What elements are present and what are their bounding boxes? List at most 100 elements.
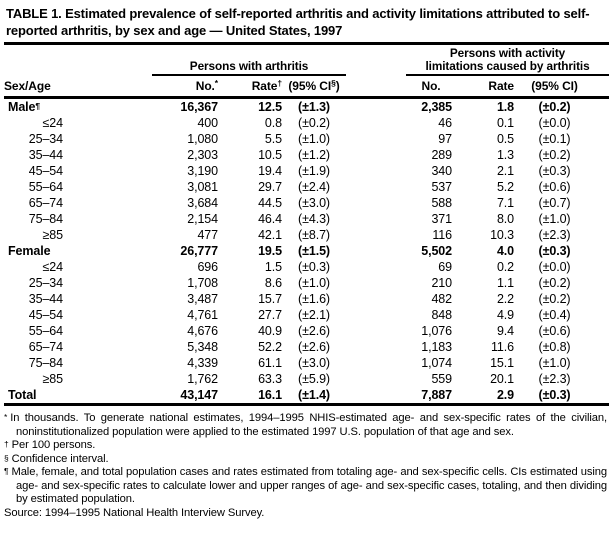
cell-rate-arthritis: 8.6 bbox=[264, 276, 282, 291]
table-row: ≤24 696 1.5 (±0.3) 69 0.2 (±0.0) bbox=[4, 259, 609, 275]
cell-ci-arthritis: (±2.6) bbox=[298, 324, 330, 339]
cell-ci-activity: (±0.8) bbox=[538, 340, 571, 355]
cell-gap bbox=[346, 163, 406, 179]
footnote-marker: * bbox=[4, 412, 8, 423]
cell-sex-age: 35–44 bbox=[4, 291, 152, 307]
row-label: Male bbox=[8, 100, 36, 115]
cell-rate-activity: 1.8 bbox=[496, 100, 515, 115]
table-row: 35–44 3,487 15.7 (±1.6) 482 2.2 (±0.2) bbox=[4, 291, 609, 307]
cell-sex-age: 25–34 bbox=[4, 275, 152, 291]
column-header-sex-age: Sex/Age bbox=[4, 75, 152, 100]
column-header-no1: No.* bbox=[152, 75, 218, 100]
cell-ci-arthritis: (±1.0) bbox=[298, 132, 330, 147]
cell-sex-age: 45–54 bbox=[4, 163, 152, 179]
cell-rate-activity: 9.4 bbox=[496, 324, 515, 339]
cell-gap bbox=[346, 211, 406, 227]
cell-gap bbox=[346, 179, 406, 195]
footnote-text: Confidence interval. bbox=[11, 452, 109, 465]
cell-gap bbox=[346, 227, 406, 243]
cell-ci-arthritis: (±2.4) bbox=[298, 180, 330, 195]
cell-ci-activity: (±0.2) bbox=[538, 292, 571, 307]
cell-sex-age: 65–74 bbox=[4, 339, 152, 355]
cell-sex-age: 35–44 bbox=[4, 147, 152, 163]
column-header-rate2: Rate bbox=[456, 75, 514, 100]
cell-sex-age: 65–74 bbox=[4, 195, 152, 211]
cell-no-activity: 340 bbox=[431, 164, 453, 179]
cell-rate-arthritis: 40.9 bbox=[258, 324, 282, 339]
cell-rate-activity: 0.5 bbox=[496, 132, 515, 147]
cell-ci-activity: (±0.3) bbox=[538, 244, 571, 259]
table-row: 65–74 3,684 44.5 (±3.0) 588 7.1 (±0.7) bbox=[4, 195, 609, 211]
cell-ci-arthritis: (±1.0) bbox=[298, 276, 330, 291]
cell-no-activity: 69 bbox=[438, 260, 453, 275]
cell-ci-arthritis: (±1.5) bbox=[298, 244, 330, 259]
cell-rate-arthritis: 52.2 bbox=[258, 340, 282, 355]
table-row: ≥85 1,762 63.3 (±5.9) 559 20.1 (±2.3) bbox=[4, 371, 609, 387]
cell-ci-activity: (±0.3) bbox=[514, 387, 610, 407]
cell-no-arthritis: 4,761 bbox=[187, 308, 218, 323]
cell-ci-arthritis: (±0.3) bbox=[298, 260, 330, 275]
table-row: 75–84 2,154 46.4 (±4.3) 371 8.0 (±1.0) bbox=[4, 211, 609, 227]
cell-gap bbox=[346, 115, 406, 131]
page-title: TABLE 1. Estimated prevalence of self-re… bbox=[6, 6, 590, 38]
cell-no-arthritis: 696 bbox=[197, 260, 218, 275]
cell-gap bbox=[346, 291, 406, 307]
table-body: Male¶ 16,367 12.5 (±1.3) 2,385 1.8 (±0.2) ≤24 40… bbox=[4, 98, 610, 407]
cell-rate-arthritis: 0.8 bbox=[264, 116, 282, 131]
footnote-marker-asterisk: * bbox=[214, 78, 218, 89]
cell-no-arthritis: 1,708 bbox=[187, 276, 218, 291]
cell-gap bbox=[346, 195, 406, 211]
cell-no-arthritis: 2,154 bbox=[187, 212, 218, 227]
cell-no-activity: 116 bbox=[432, 228, 453, 243]
table-row: 55–64 4,676 40.9 (±2.6) 1,076 9.4 (±0.6) bbox=[4, 323, 609, 339]
cell-ci-activity: (±0.2) bbox=[538, 276, 571, 291]
table-row: Total 43,147 16.1 (±1.4) 7,887 2.9 (±0.3) bbox=[4, 387, 610, 407]
cell-rate-activity: 15.1 bbox=[490, 356, 515, 371]
table-header: Persons with arthritis Persons with acti… bbox=[4, 46, 610, 100]
cell-ci-activity: (±1.0) bbox=[538, 356, 571, 371]
table-row: ≥85 477 42.1 (±8.7) 116 10.3 (±2.3) bbox=[4, 227, 609, 243]
cell-no-activity: 848 bbox=[431, 308, 453, 323]
cell-rate-activity: 20.1 bbox=[490, 372, 515, 387]
prevalence-table: Persons with arthritis Persons with acti… bbox=[4, 46, 610, 407]
cell-ci-activity: (±0.2) bbox=[538, 100, 571, 115]
cell-rate-arthritis: 42.1 bbox=[258, 228, 282, 243]
cell-rate-arthritis: 1.5 bbox=[264, 260, 282, 275]
cell-ci-arthritis: (±0.2) bbox=[298, 116, 330, 131]
age-group-label: 25–34 bbox=[28, 132, 63, 147]
cell-no-activity: 482 bbox=[431, 292, 453, 307]
cell-gap bbox=[346, 323, 406, 339]
cell-rate-arthritis: 27.7 bbox=[258, 308, 282, 323]
cell-ci-activity: (±0.4) bbox=[538, 308, 571, 323]
age-group-label: 65–74 bbox=[28, 196, 63, 211]
age-group-label: ≥85 bbox=[42, 228, 64, 243]
group-header-activity-line1: Persons with activity bbox=[449, 46, 566, 60]
cell-no-arthritis: 4,339 bbox=[187, 356, 218, 371]
cell-no-activity: 7,887 bbox=[406, 387, 457, 407]
age-group-label: ≥85 bbox=[42, 372, 64, 387]
cell-no-activity: 1,076 bbox=[421, 324, 453, 339]
cell-rate-activity: 8.0 bbox=[496, 212, 515, 227]
group-header-activity-limitations: Persons with activity limitations caused… bbox=[406, 46, 610, 77]
cell-ci-arthritis: (±1.2) bbox=[298, 148, 330, 163]
footnote-text: Male, female, and total population cases… bbox=[11, 466, 607, 506]
footnote-text: Per 100 persons. bbox=[11, 439, 96, 452]
age-group-label: 55–64 bbox=[28, 324, 63, 339]
table-row: 45–54 3,190 19.4 (±1.9) 340 2.1 (±0.3) bbox=[4, 163, 609, 179]
source-line: Source: 1994–1995 National Health Interv… bbox=[4, 506, 265, 519]
cell-ci-activity: (±0.6) bbox=[538, 324, 571, 339]
cell-rate-arthritis: 12.5 bbox=[258, 100, 282, 115]
cell-sex-age: 55–64 bbox=[4, 323, 152, 339]
cell-rate-arthritis: 16.1 bbox=[218, 387, 282, 407]
table-row: Male¶ 16,367 12.5 (±1.3) 2,385 1.8 (±0.2) bbox=[4, 98, 609, 116]
cell-no-arthritis: 1,080 bbox=[187, 132, 218, 147]
cell-rate-activity: 2.9 bbox=[456, 387, 514, 407]
age-group-label: 35–44 bbox=[28, 292, 63, 307]
table-row: 45–54 4,761 27.7 (±2.1) 848 4.9 (±0.4) bbox=[4, 307, 609, 323]
column-header-rate1: Rate† bbox=[218, 75, 282, 100]
cell-no-activity: 97 bbox=[438, 132, 453, 147]
cell-rate-arthritis: 5.5 bbox=[264, 132, 282, 147]
cell-rate-arthritis: 46.4 bbox=[258, 212, 282, 227]
age-group-label: 45–54 bbox=[28, 308, 63, 323]
age-group-label: 75–84 bbox=[28, 212, 63, 227]
